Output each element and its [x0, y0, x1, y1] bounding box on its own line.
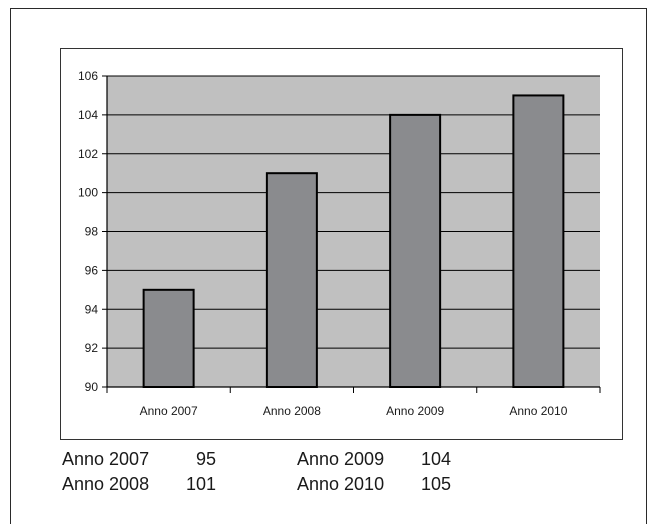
y-tick-label: 98: [85, 225, 99, 239]
summary-label: Anno 2008: [62, 473, 149, 495]
summary-row-2008: Anno 2008 101: [62, 473, 222, 495]
summary-value: 95: [172, 448, 216, 470]
y-tick-label: 96: [85, 263, 99, 277]
bar-anno-2009: [390, 115, 440, 387]
y-tick-label: 100: [78, 186, 98, 200]
summary-value: 101: [172, 473, 216, 495]
summary-value: 105: [407, 473, 451, 495]
x-tick-label: Anno 2008: [263, 404, 321, 418]
x-tick-label: Anno 2010: [509, 404, 567, 418]
y-tick-label: 92: [85, 341, 99, 355]
x-tick-label: Anno 2009: [386, 404, 444, 418]
bar-anno-2007: [144, 290, 194, 387]
y-tick-label: 102: [78, 147, 98, 161]
bar-chart: 90 92 94 96 98 100 102 104 106 Anno 2007 Anno 2008…: [61, 49, 622, 439]
x-tick-label: Anno 2007: [140, 404, 198, 418]
y-tick-label: 106: [78, 69, 98, 83]
summary-label: Anno 2009: [297, 448, 384, 470]
summary-row-2009: Anno 2009 104: [297, 448, 457, 470]
y-tick-label: 90: [85, 380, 99, 394]
y-tick-label: 94: [85, 302, 99, 316]
bar-anno-2008: [267, 173, 317, 387]
y-tick-label: 104: [78, 108, 98, 122]
summary-row-2010: Anno 2010 105: [297, 473, 457, 495]
bar-anno-2010: [513, 95, 563, 387]
summary-label: Anno 2010: [297, 473, 384, 495]
summary-value: 104: [407, 448, 451, 470]
summary-label: Anno 2007: [62, 448, 149, 470]
chart-frame: 90 92 94 96 98 100 102 104 106 Anno 2007 Anno 2008…: [60, 48, 623, 440]
summary-row-2007: Anno 2007 95: [62, 448, 222, 470]
